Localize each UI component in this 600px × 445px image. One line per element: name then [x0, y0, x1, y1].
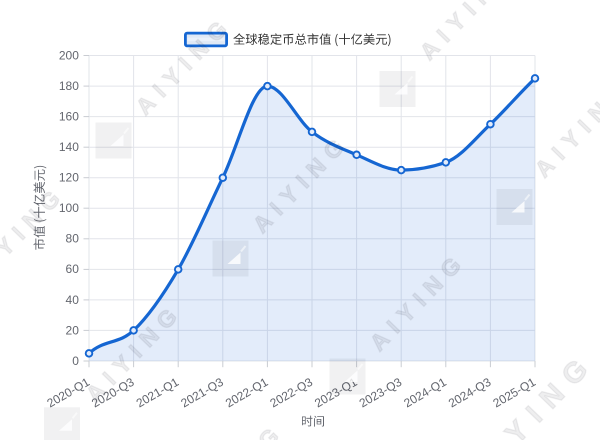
svg-text:200: 200 — [59, 48, 79, 62]
svg-text:140: 140 — [59, 140, 79, 154]
svg-text:0: 0 — [72, 354, 79, 368]
svg-text:40: 40 — [66, 293, 80, 307]
svg-text:80: 80 — [66, 232, 80, 246]
svg-text:120: 120 — [59, 171, 79, 185]
svg-text:20: 20 — [66, 323, 80, 337]
svg-text:180: 180 — [59, 79, 79, 93]
svg-text:60: 60 — [66, 262, 80, 276]
svg-text:100: 100 — [59, 201, 79, 215]
svg-text:160: 160 — [59, 110, 79, 124]
